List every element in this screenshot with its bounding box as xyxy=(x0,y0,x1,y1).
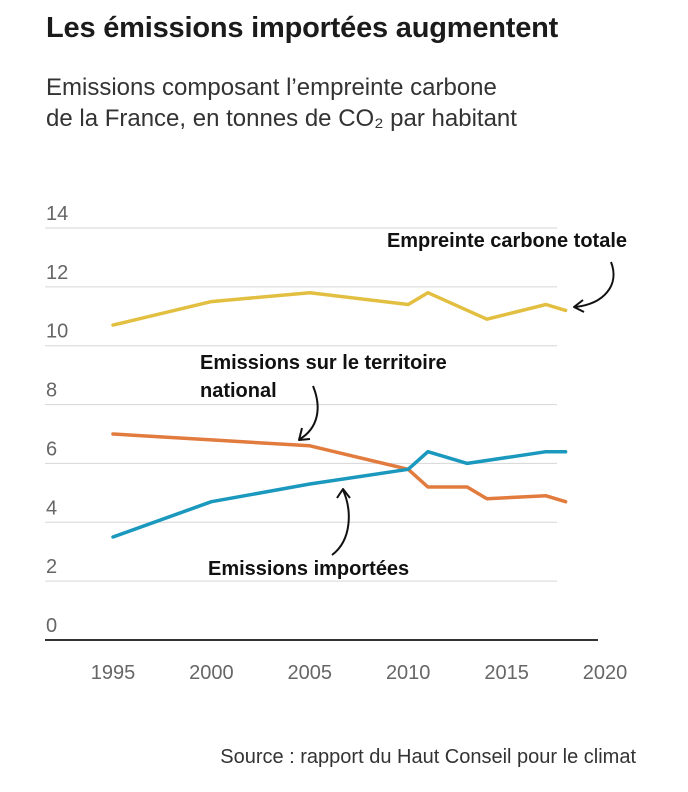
x-tick-label: 2010 xyxy=(386,662,431,684)
y-tick-label: 6 xyxy=(46,438,57,460)
series-line-territoire xyxy=(111,432,568,504)
series-line-importees xyxy=(111,449,568,539)
annotation-importees-arrow xyxy=(331,489,350,556)
annotation-importees-arrowhead xyxy=(336,488,351,499)
source-note: Source : rapport du Haut Conseil pour le… xyxy=(220,746,636,768)
subtitle-line-2: de la France, en tonnes de CO₂ par habit… xyxy=(46,105,517,132)
x-tick-label: 2020 xyxy=(583,662,628,684)
y-tick-label: 4 xyxy=(46,497,57,519)
x-tick-label: 2000 xyxy=(189,662,234,684)
x-tick-label: 1995 xyxy=(91,662,136,684)
annotation-empreinte-arrowhead xyxy=(573,299,585,313)
y-tick-label: 10 xyxy=(46,321,68,343)
y-tick-label: 14 xyxy=(46,203,68,225)
y-axis-ticks: 0 2 4 6 8 10 12 14 xyxy=(46,203,68,637)
annotation-territoire-line-1: Emissions sur le territoire xyxy=(200,352,447,374)
annotation-empreinte: Empreinte carbone totale xyxy=(387,230,627,252)
chart-title: Les émissions importées augmentent xyxy=(46,12,559,44)
annotation-importees: Emissions importées xyxy=(208,558,409,580)
series-line-empreinte xyxy=(111,290,568,327)
annotation-territoire-line-2: national xyxy=(200,380,277,402)
y-tick-label: 8 xyxy=(46,380,57,402)
x-axis-ticks: 1995 2000 2005 2010 2015 2020 xyxy=(91,662,628,684)
y-tick-label: 0 xyxy=(46,615,57,637)
grid-lines xyxy=(45,227,557,582)
subtitle-line-1: Emissions composant l’empreinte carbone xyxy=(46,74,497,101)
series-lines xyxy=(111,290,568,539)
annotation-empreinte-arrow xyxy=(574,261,615,308)
y-tick-label: 2 xyxy=(46,556,57,578)
x-tick-label: 2005 xyxy=(288,662,333,684)
x-tick-label: 2015 xyxy=(484,662,529,684)
chart-subtitle: Emissions composant l’empreinte carbone d… xyxy=(46,72,666,134)
annotation-territoire-arrow xyxy=(299,385,319,440)
annotation-territoire-arrowhead xyxy=(298,427,311,441)
line-chart: 0 2 4 6 8 10 12 14 1995 2000 2005 2010 2015 2020 Emp… xyxy=(45,203,628,684)
y-tick-label: 12 xyxy=(46,262,68,284)
